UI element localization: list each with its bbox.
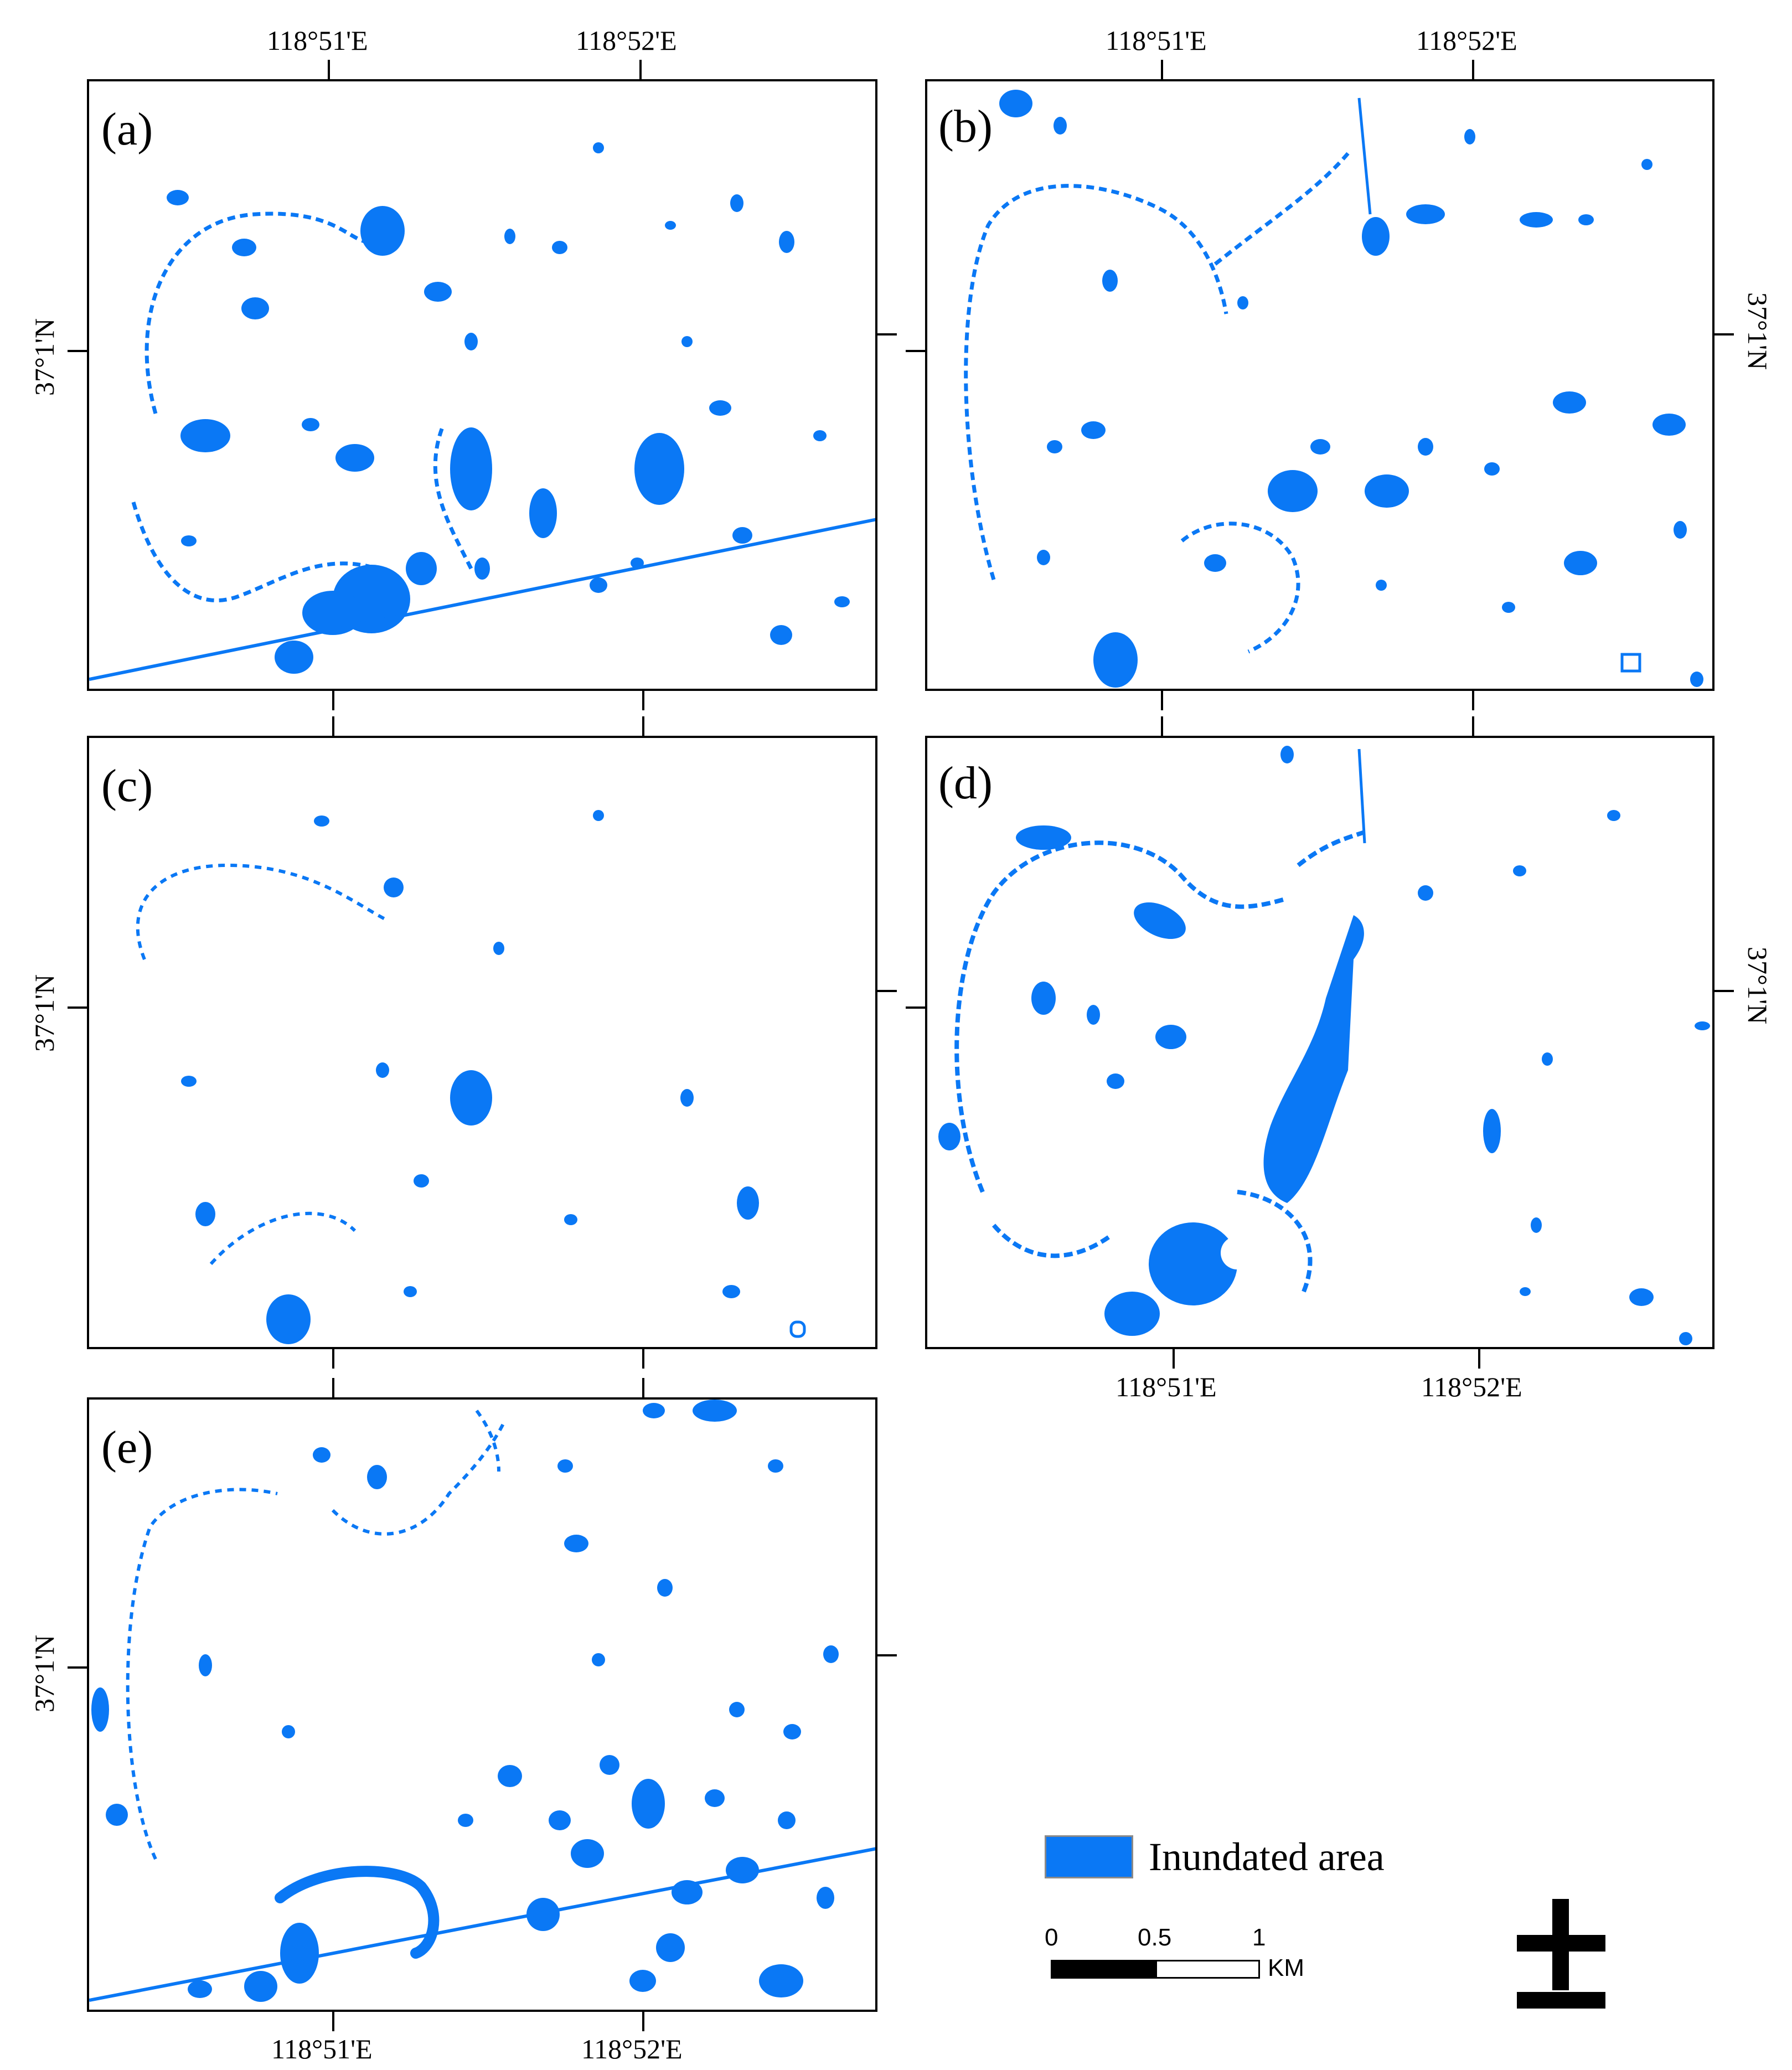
tick <box>332 716 334 736</box>
tick <box>877 1654 897 1656</box>
tick <box>639 60 642 79</box>
lat-label-c: 37°1'N <box>29 974 60 1052</box>
lon-label-e-1: 118°51'E <box>271 2033 373 2064</box>
legend-swatch <box>1045 1835 1133 1878</box>
map-panel-d: (d) <box>925 736 1714 1349</box>
tick <box>906 1006 925 1009</box>
tick <box>877 990 897 992</box>
tick <box>1161 60 1163 79</box>
lat-label-d: 37°1'N <box>1742 947 1773 1025</box>
inundation-map-d <box>938 746 1710 1345</box>
scale-tick-1: 1 <box>1252 1924 1266 1951</box>
lon-label-d-1: 118°51'E <box>1116 1371 1217 1402</box>
tick <box>332 2012 334 2031</box>
tick <box>1173 1349 1175 1369</box>
lon-label-a-2: 118°52'E <box>576 25 677 56</box>
scale-unit: KM <box>1268 1954 1304 1981</box>
north-arrow-icon <box>1517 1899 1605 2010</box>
inundation-map-c <box>136 810 806 1344</box>
panel-label-e: (e) <box>101 1422 153 1473</box>
inundation-map-a <box>89 142 875 681</box>
tick <box>906 350 925 352</box>
tick <box>642 1378 644 1397</box>
scale-tick-0: 0 <box>1045 1924 1058 1951</box>
tick <box>332 1378 334 1397</box>
lon-label-e-2: 118°52'E <box>581 2033 683 2064</box>
tick <box>328 60 330 79</box>
tick <box>1472 691 1474 710</box>
tick <box>642 2012 644 2031</box>
tick <box>1714 333 1734 335</box>
scale-tick-half: 0.5 <box>1138 1924 1172 1951</box>
panel-label-d: (d) <box>938 757 993 809</box>
lon-label-d-2: 118°52'E <box>1421 1371 1522 1402</box>
map-panel-a: (a) <box>87 79 877 691</box>
lon-label-a-1: 118°51'E <box>267 25 368 56</box>
legend-label: Inundated area <box>1149 1835 1385 1879</box>
panel-label-a: (a) <box>101 104 153 155</box>
panel-label-c: (c) <box>101 760 153 812</box>
inundation-map-e <box>89 1400 875 2002</box>
lat-label-a: 37°1'N <box>29 318 60 396</box>
map-panel-b: (b) <box>925 79 1714 691</box>
inundation-map-b <box>964 90 1703 688</box>
tick <box>1714 990 1734 992</box>
map-panel-e: (e) <box>87 1397 877 2012</box>
tick <box>68 1006 87 1009</box>
tick <box>1161 691 1163 710</box>
tick <box>1478 1349 1480 1369</box>
tick <box>642 716 644 736</box>
lat-label-e: 37°1'N <box>29 1634 60 1712</box>
lon-label-b-2: 118°52'E <box>1416 25 1517 56</box>
tick <box>68 350 87 352</box>
tick <box>1472 716 1474 736</box>
tick <box>332 691 334 710</box>
tick <box>332 1349 334 1369</box>
scale-bar <box>1051 1960 1260 1979</box>
tick <box>877 333 897 335</box>
tick <box>642 1349 644 1369</box>
scale-bar-white-segment <box>1155 1960 1260 1979</box>
map-panel-c: (c) <box>87 736 877 1349</box>
lat-label-b: 37°1'N <box>1742 292 1773 370</box>
tick <box>1161 716 1163 736</box>
scale-bar-black-segment <box>1051 1960 1155 1979</box>
tick <box>1472 60 1474 79</box>
tick <box>642 691 644 710</box>
panel-label-b: (b) <box>938 101 993 152</box>
tick <box>68 1666 87 1669</box>
lon-label-b-1: 118°51'E <box>1106 25 1207 56</box>
